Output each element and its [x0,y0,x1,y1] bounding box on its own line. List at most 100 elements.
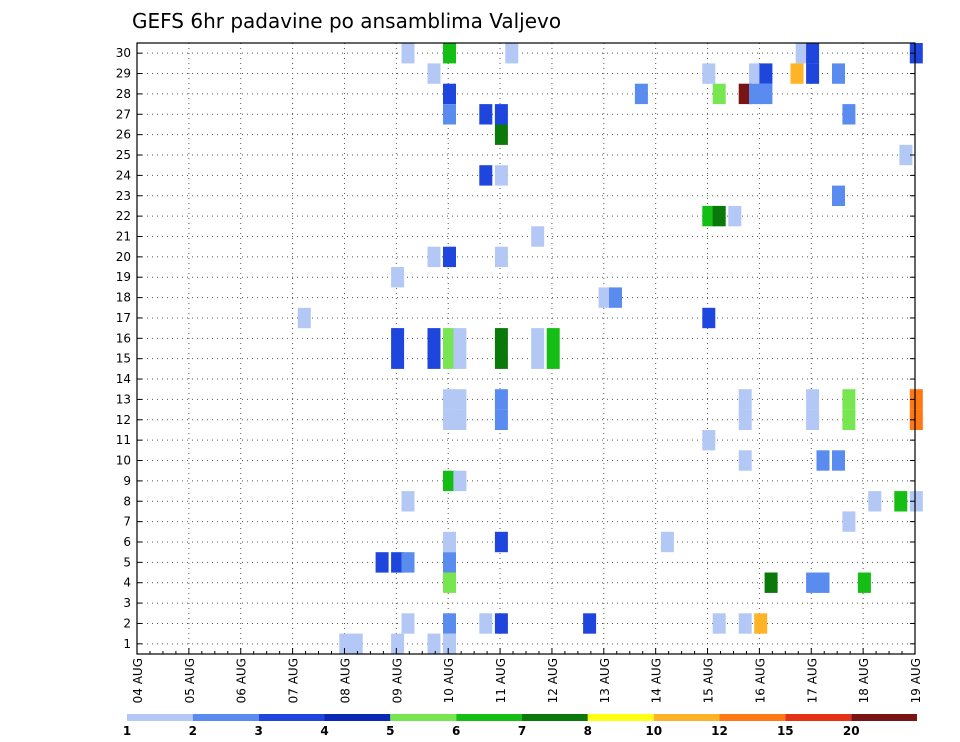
heatmap-cell [909,43,923,64]
y-tick-label: 9 [123,474,131,488]
colorbar-label: 8 [584,724,592,738]
heatmap-cell [494,409,508,430]
heatmap-cell [453,389,467,410]
heatmap-cell [453,348,467,369]
heatmap-cell [443,104,456,125]
heatmap-cell [494,104,508,125]
heatmap-cell [868,491,882,512]
heatmap-cell [443,389,456,410]
colorbar-swatch [127,714,193,721]
x-tick-label: 11 AUG [494,658,508,703]
heatmap-cell [494,124,508,145]
y-tick-label: 19 [116,270,131,284]
heatmap-cell [339,633,353,654]
heatmap-cell [494,328,508,349]
heatmap-cell [909,409,923,430]
colorbar-swatch [390,714,457,721]
heatmap-cell [660,531,674,553]
heatmap-cell [443,246,456,268]
heatmap-cells [297,43,923,654]
x-tick-label: 09 AUG [390,658,404,703]
x-tick-label: 18 AUG [857,658,871,703]
colorbar-swatch [192,714,259,721]
heatmap-cell [531,348,545,369]
heatmap-cell [297,307,311,329]
heatmap-cell [702,63,716,84]
heatmap-cell [401,552,415,573]
x-tick-label: 12 AUG [546,658,560,703]
heatmap-cell [427,348,441,369]
x-tick-label: 10 AUG [442,658,456,703]
heatmap-cell [391,552,405,573]
y-tick-label: 13 [116,392,131,406]
heatmap-cell [443,613,456,634]
y-tick-label: 6 [123,535,131,549]
heatmap-cell [857,572,871,593]
heatmap-cell [728,205,742,227]
y-tick-label: 4 [123,576,131,590]
y-tick-label: 1 [123,637,131,651]
colorbar-label: 1 [123,724,131,738]
heatmap-cell [531,328,545,349]
x-tick-label: 07 AUG [287,658,301,703]
heatmap-cell [609,287,622,308]
x-tick-label: 15 AUG [702,658,716,703]
heatmap-cell [479,165,493,186]
heatmap-cell [702,307,716,329]
heatmap-cell [749,83,762,105]
heatmap-cell [401,43,415,64]
heatmap-cell [909,491,923,512]
chart-title: GEFS 6hr padavine po ansamblima Valjevo [132,9,561,33]
y-tick-label: 8 [123,494,131,508]
x-tick-label: 16 AUG [753,658,767,703]
heatmap-cell [546,328,560,349]
heatmap-cell [479,613,493,634]
y-axis: 1234567891011121314151617181920212223242… [116,46,915,651]
y-tick-label: 25 [116,148,131,162]
heatmap-cell [453,328,467,349]
heatmap-cell [505,43,519,64]
plot-area: 1234567891011121314151617181920212223242… [116,42,923,703]
x-tick-label: 17 AUG [805,658,819,703]
heatmap-cell [842,389,856,410]
heatmap-cell [738,389,752,410]
y-tick-label: 23 [116,189,131,203]
colorbar-label: 7 [518,724,526,738]
y-tick-label: 12 [116,413,131,427]
heatmap-cell [443,409,456,430]
y-tick-label: 16 [116,331,131,345]
heatmap-cell [531,226,545,247]
heatmap-cell [806,389,820,410]
y-tick-label: 24 [116,168,131,182]
y-tick-label: 29 [116,67,131,81]
heatmap-cell [583,613,597,634]
colorbar-swatch [456,714,522,721]
heatmap-cell [401,491,415,512]
x-axis: 04 AUG 05 AUG 06 AUG 07 AUG 08 AUG 09 AUG 10 A… [131,648,923,703]
heatmap-cell [754,613,768,634]
x-tick-label: 08 AUG [338,658,352,703]
colorbar-swatch [324,714,391,721]
colorbar-legend: 1 2 3 4 5 6 7 8 10 12 15 20 [123,714,917,738]
heatmap-cell [816,450,830,471]
heatmap-cell [738,409,752,430]
colorbar-label: 12 [711,724,728,738]
heatmap-cell [738,450,752,471]
heatmap-cell [816,572,830,593]
y-tick-label: 22 [116,209,131,223]
heatmap-cell [494,389,508,410]
heatmap-cell [443,531,456,553]
x-tick-label: 19 AUG [909,658,923,703]
y-tick-label: 17 [116,311,131,325]
y-tick-label: 14 [116,372,131,386]
heatmap-cell [479,104,493,125]
y-tick-label: 28 [116,87,131,101]
heatmap-cell [749,63,762,84]
colorbar-swatch [785,714,852,721]
y-tick-label: 3 [123,596,131,610]
x-tick-label: 14 AUG [650,658,664,703]
heatmap-cell [806,572,820,593]
colorbar-label: 20 [843,724,860,738]
heatmap-cell [795,43,809,64]
heatmap-cell [453,470,467,492]
